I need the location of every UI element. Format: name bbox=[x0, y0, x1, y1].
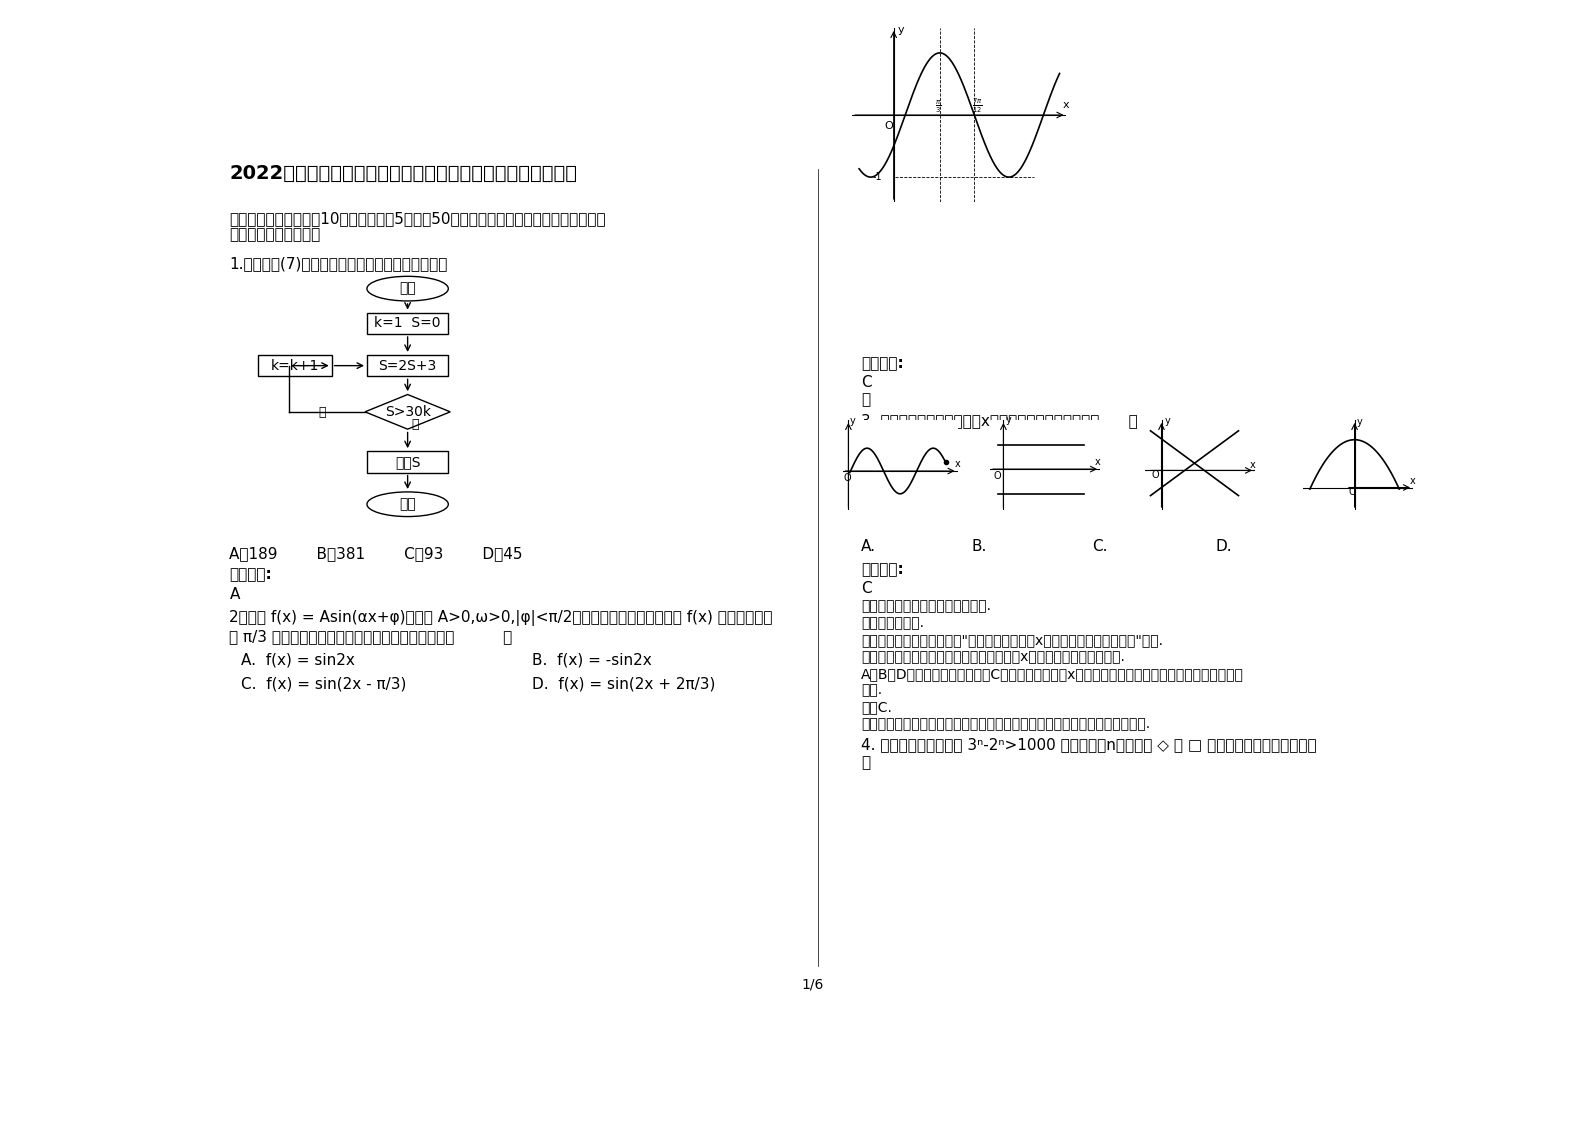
Text: 开始: 开始 bbox=[400, 282, 416, 295]
Text: 【解答】由函数定义知，定义域内的每一个x都有唯一函数值与之对应.: 【解答】由函数定义知，定义域内的每一个x都有唯一函数值与之对应. bbox=[862, 650, 1125, 664]
Text: 【点评】本题的考点是函数的定义，考查了对函数定义之的理解以及读图能力.: 【点评】本题的考点是函数的定义，考查了对函数定义之的理解以及读图能力. bbox=[862, 718, 1151, 732]
Text: 【分析】根据函数的定义中"定义域内的每一个x都有唯一函数值与之对应"判断.: 【分析】根据函数的定义中"定义域内的每一个x都有唯一函数值与之对应"判断. bbox=[862, 633, 1163, 646]
Text: O: O bbox=[884, 121, 893, 130]
Text: 移 π/3 个长度单位，所得图象对应的函数解析式为（          ）: 移 π/3 个长度单位，所得图象对应的函数解析式为（ ） bbox=[230, 629, 513, 644]
Text: C.  f(x) = sin(2x - π/3): C. f(x) = sin(2x - π/3) bbox=[241, 677, 406, 692]
Text: 【专题】图表型.: 【专题】图表型. bbox=[862, 616, 924, 629]
Text: 参考答案:: 参考答案: bbox=[230, 568, 271, 582]
Text: A.  f(x) = sin2x: A. f(x) = sin2x bbox=[241, 652, 355, 668]
Text: O: O bbox=[844, 473, 852, 484]
Text: x: x bbox=[954, 459, 960, 469]
Text: y: y bbox=[851, 416, 855, 426]
Text: -1: -1 bbox=[873, 172, 882, 182]
Text: y: y bbox=[1165, 415, 1170, 425]
Text: 输出S: 输出S bbox=[395, 454, 421, 469]
Text: C: C bbox=[862, 581, 871, 596]
Text: x: x bbox=[1095, 458, 1100, 467]
Text: O: O bbox=[1349, 487, 1355, 497]
Text: 参考答案:: 参考答案: bbox=[862, 562, 903, 577]
Text: 定义.: 定义. bbox=[862, 683, 882, 698]
Text: 4. 如图是为了求出满足 3ⁿ-2ⁿ>1000 的最小偶数n，那么在 ◇ 和 □ 两个空白框中，可以分别填: 4. 如图是为了求出满足 3ⁿ-2ⁿ>1000 的最小偶数n，那么在 ◇ 和 □… bbox=[862, 737, 1317, 752]
Text: B.  f(x) = -sin2x: B. f(x) = -sin2x bbox=[532, 652, 651, 668]
Text: B.: B. bbox=[971, 539, 987, 554]
Text: D.  f(x) = sin(2x + 2π/3): D. f(x) = sin(2x + 2π/3) bbox=[532, 677, 716, 692]
Text: 结束: 结束 bbox=[400, 497, 416, 512]
Text: 否: 否 bbox=[319, 406, 325, 419]
Text: y: y bbox=[898, 25, 905, 35]
Bar bbox=[367, 451, 448, 472]
Ellipse shape bbox=[367, 491, 448, 516]
Text: A、B、D选项中的图象都符合；C项中对于大于零的x面言，有两个不同的值与之对应，不符合函数: A、B、D选项中的图象都符合；C项中对于大于零的x面言，有两个不同的值与之对应，… bbox=[862, 666, 1244, 681]
Polygon shape bbox=[365, 395, 451, 430]
Text: S=2S+3: S=2S+3 bbox=[379, 359, 436, 373]
Text: O: O bbox=[1152, 470, 1159, 479]
Bar bbox=[367, 355, 448, 376]
Text: S>30k: S>30k bbox=[384, 405, 430, 419]
Text: C: C bbox=[862, 375, 871, 389]
Ellipse shape bbox=[367, 276, 448, 301]
Text: k=k+1: k=k+1 bbox=[271, 359, 319, 373]
Text: $\frac{7\pi}{12}$: $\frac{7\pi}{12}$ bbox=[971, 96, 982, 114]
Text: A: A bbox=[230, 588, 240, 603]
Text: A.: A. bbox=[862, 539, 876, 554]
Text: $\frac{\pi}{3}$: $\frac{\pi}{3}$ bbox=[935, 98, 941, 114]
Text: 略: 略 bbox=[862, 392, 870, 407]
Text: 【考点】函数的概念及其构成要素.: 【考点】函数的概念及其构成要素. bbox=[862, 599, 990, 613]
Text: 2022年福建省三明市建宁溪口中学高三数学理模拟试卷含解析: 2022年福建省三明市建宁溪口中学高三数学理模拟试卷含解析 bbox=[230, 164, 578, 183]
Text: x: x bbox=[1062, 100, 1070, 110]
Text: 入: 入 bbox=[862, 755, 870, 771]
Text: 参考答案:: 参考答案: bbox=[862, 357, 903, 371]
Text: 3. 下列四个图形中，不是以x为自变量的函数的图象是（      ）: 3. 下列四个图形中，不是以x为自变量的函数的图象是（ ） bbox=[862, 413, 1138, 429]
Bar bbox=[367, 313, 448, 334]
Text: y: y bbox=[1006, 415, 1013, 425]
Text: x: x bbox=[1409, 476, 1416, 486]
Text: D.: D. bbox=[1216, 539, 1232, 554]
Text: A．189        B．381        C．93        D．45: A．189 B．381 C．93 D．45 bbox=[230, 546, 522, 562]
Text: C.: C. bbox=[1092, 539, 1108, 554]
Text: 1/6: 1/6 bbox=[801, 977, 824, 992]
Text: 故选C.: 故选C. bbox=[862, 700, 892, 715]
Text: 一、选择题：本大题共10小题，每小题5分，共50分。在每小题给出的四个选项中，只有: 一、选择题：本大题共10小题，每小题5分，共50分。在每小题给出的四个选项中，只… bbox=[230, 212, 606, 227]
Text: x: x bbox=[1249, 460, 1255, 469]
Text: 是一个符合题目要求的: 是一个符合题目要求的 bbox=[230, 227, 321, 242]
Bar bbox=[259, 355, 332, 376]
Text: 是: 是 bbox=[411, 419, 419, 431]
Text: 1.执行如题(7)图所示的程序框图，则输出的结果为: 1.执行如题(7)图所示的程序框图，则输出的结果为 bbox=[230, 256, 448, 272]
Text: O: O bbox=[993, 471, 1001, 481]
Text: 2．函数 f(x) = Asin(αx+φ)（其中 A>0,ω>0,|φ|<π/2）的部分图象如图所示，将 f(x) 的图象向右平: 2．函数 f(x) = Asin(αx+φ)（其中 A>0,ω>0,|φ|<π/… bbox=[230, 610, 773, 626]
Text: y: y bbox=[1357, 416, 1362, 426]
Text: k=1  S=0: k=1 S=0 bbox=[375, 316, 441, 330]
